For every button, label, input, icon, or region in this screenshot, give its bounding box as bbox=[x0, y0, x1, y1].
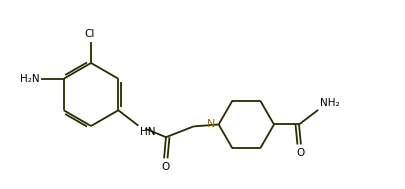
Text: O: O bbox=[162, 162, 170, 172]
Text: NH₂: NH₂ bbox=[320, 98, 340, 108]
Text: O: O bbox=[297, 148, 305, 158]
Text: N: N bbox=[207, 119, 215, 129]
Text: HN: HN bbox=[140, 127, 156, 137]
Text: Cl: Cl bbox=[84, 29, 94, 39]
Text: H₂N: H₂N bbox=[20, 74, 40, 84]
